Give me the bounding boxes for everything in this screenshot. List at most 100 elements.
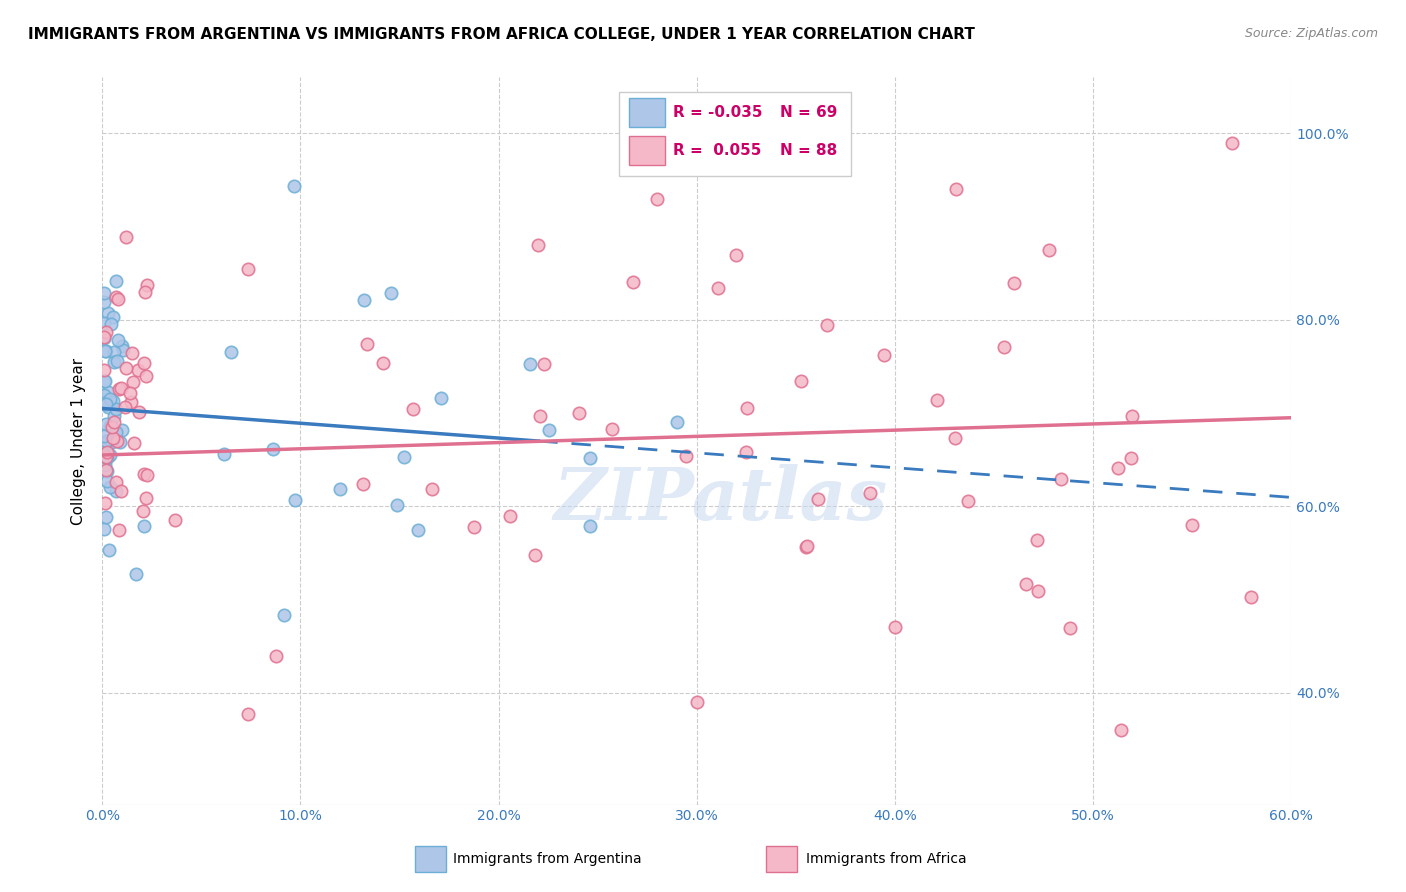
Point [579, 519, 602, 533]
Point [103, 415, 125, 429]
Point [499, 509, 522, 524]
Point [1240, 590, 1263, 604]
Point [943, 431, 966, 445]
Point [105, 290, 128, 304]
Point [519, 357, 541, 371]
Point [105, 434, 128, 448]
Point [925, 392, 948, 407]
Point [93, 375, 115, 389]
Point [110, 380, 132, 394]
Point [134, 519, 156, 533]
Point [956, 494, 979, 508]
Point [122, 435, 145, 450]
Point [101, 394, 124, 409]
Point [105, 475, 128, 489]
Point [568, 406, 591, 420]
Point [533, 357, 555, 371]
Point [94, 343, 117, 358]
Point [93, 522, 115, 536]
Point [103, 431, 125, 445]
Point [945, 182, 967, 196]
Point [734, 444, 756, 458]
Bar [628, 136, 665, 165]
Point [132, 467, 155, 481]
Point [859, 486, 882, 500]
Point [135, 368, 157, 383]
Point [1002, 276, 1025, 290]
Point [283, 179, 305, 194]
Point [93, 458, 115, 472]
Point [463, 520, 485, 534]
Text: IMMIGRANTS FROM ARGENTINA VS IMMIGRANTS FROM AFRICA COLLEGE, UNDER 1 YEAR CORREL: IMMIGRANTS FROM ARGENTINA VS IMMIGRANTS … [28, 27, 974, 42]
Point [103, 354, 125, 368]
Point [884, 620, 907, 634]
Point [93, 331, 115, 345]
Point [284, 492, 307, 507]
Point [873, 348, 896, 362]
Point [121, 346, 143, 360]
Point [796, 539, 818, 553]
Point [1119, 451, 1142, 466]
Point [132, 356, 155, 370]
Point [621, 275, 644, 289]
Point [93, 429, 115, 443]
Point [430, 391, 453, 405]
Point [94, 417, 117, 432]
Point [94, 510, 117, 524]
Point [107, 293, 129, 307]
Point [98, 449, 121, 463]
Text: Immigrants from Argentina: Immigrants from Argentina [453, 852, 641, 866]
Point [115, 361, 138, 376]
Point [96, 435, 118, 450]
Point [529, 409, 551, 424]
Point [1059, 621, 1081, 635]
Point [122, 375, 145, 389]
Point [93, 374, 115, 388]
Point [212, 447, 235, 461]
Point [93, 395, 115, 409]
Point [93, 330, 115, 344]
Point [105, 354, 128, 368]
Point [105, 483, 128, 498]
Point [98, 543, 121, 558]
Point [135, 491, 157, 506]
Point [1121, 409, 1143, 424]
Point [371, 356, 394, 370]
Text: R = -0.035: R = -0.035 [673, 105, 762, 120]
Point [93, 294, 115, 309]
Y-axis label: College, Under 1 year: College, Under 1 year [72, 358, 86, 524]
Point [96, 325, 118, 339]
Point [111, 343, 134, 357]
Point [93, 439, 115, 453]
Point [98, 419, 121, 434]
Point [165, 513, 187, 527]
Point [219, 344, 242, 359]
Point [104, 425, 127, 439]
Point [538, 423, 561, 437]
Point [1181, 517, 1204, 532]
Point [101, 420, 124, 434]
Point [579, 451, 602, 466]
Point [264, 649, 287, 664]
Point [97, 306, 120, 320]
Point [406, 523, 429, 537]
Point [134, 285, 156, 300]
Point [98, 392, 121, 407]
Point [706, 281, 728, 295]
Point [356, 336, 378, 351]
Point [238, 707, 260, 722]
Point [132, 504, 155, 518]
Point [96, 445, 118, 459]
Point [110, 435, 132, 450]
Text: N = 88: N = 88 [780, 143, 837, 158]
Point [107, 333, 129, 347]
Point [524, 548, 547, 562]
Point [262, 442, 284, 456]
Point [108, 523, 131, 537]
Point [993, 341, 1015, 355]
Point [101, 434, 124, 449]
Point [236, 261, 259, 276]
Point [600, 422, 623, 436]
Point [666, 415, 689, 429]
Point [93, 343, 115, 358]
